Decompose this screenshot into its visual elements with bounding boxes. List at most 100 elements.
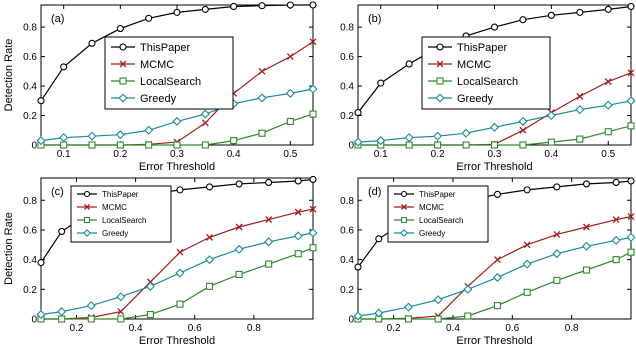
data-point [206,233,213,241]
data-point [88,39,96,47]
legend-swatch-marker [119,77,127,85]
data-point [57,307,67,317]
panel-label: (a) [51,13,64,25]
data-point [403,302,413,312]
data-point [627,122,635,130]
x-tick-label: 0.1 [374,149,388,160]
legend-swatch-marker [119,60,127,68]
legend-box [104,36,234,110]
y-tick-label: 0.6 [23,225,37,236]
data-point [294,177,302,185]
data-point [553,183,561,191]
data-point [353,311,363,321]
data-point [205,282,214,290]
data-point [627,69,635,77]
data-point [258,2,266,10]
x-tick-label: 0.4 [446,323,460,334]
data-point [375,235,383,243]
legend-label: MCMC [419,203,444,212]
chart-panel-c: 0.2 0.4 0.6 0.8 0 0.2 0.4 0.6 0.8 Error Threshold… [3,175,318,347]
legend-swatch-marker [118,93,128,103]
data-point [308,228,318,238]
data-point [86,301,96,311]
data-point [547,138,555,146]
chart-panel-a: 0.1 0.2 0.3 0.4 0.5 0 0.2 0.4 0.6 0.8 Error Thresh… [3,1,318,173]
data-point [309,38,317,46]
data-point [463,284,473,294]
data-point [553,276,561,284]
data-point [88,141,96,149]
data-point [612,256,620,264]
x-axis-label: Error Threshold [456,161,532,173]
x-tick-label: 0.2 [431,149,445,160]
series-localsearch [354,248,635,323]
data-point [258,67,266,75]
data-point [145,141,153,149]
data-point [201,141,209,149]
data-point [145,14,153,22]
data-point [433,295,443,305]
data-point [309,205,317,213]
legend-swatch-marker [436,77,444,85]
x-tick-label: 0.1 [57,149,71,160]
data-point [117,308,125,316]
x-axis-label: Error Threshold [139,335,215,347]
legend-label: ThisPaper [457,42,507,54]
data-point [200,109,210,119]
legend-label: MCMC [102,203,127,212]
data-point [294,208,302,216]
data-point [176,248,184,256]
data-point [582,266,591,274]
legend-label: ThisPaper [140,42,190,54]
data-point [627,177,635,185]
legend: ThisPaper MCMC LocalSearch Greedy [104,36,234,110]
y-tick-label: 0.6 [23,52,37,63]
data-point [293,231,303,241]
x-tick-label: 0.3 [488,149,502,160]
y-tick-label: 0 [348,315,354,326]
legend-swatch-marker [84,204,90,210]
series-localsearch [37,244,317,323]
data-point [286,1,294,9]
legend-swatch-marker [400,216,408,224]
legend-label: Greedy [102,229,128,238]
x-tick-label: 0.4 [544,149,558,160]
data-point [175,268,185,278]
data-point [519,141,527,149]
y-tick-label: 0 [31,141,37,152]
data-point [519,126,527,134]
data-point [58,227,66,235]
x-tick-label: 0.2 [387,323,401,334]
y-tick-label: 0.2 [340,111,354,122]
data-point [374,308,384,318]
data-point [627,2,635,11]
data-point [116,25,124,33]
data-point [205,183,214,191]
data-point [492,272,502,282]
y-tick-label: 0.8 [340,196,354,207]
data-point [60,141,68,149]
y-tick-label: 0.8 [340,23,354,34]
data-point [576,135,584,143]
y-tick-label: 0.4 [23,82,37,93]
legend: ThisPaper MCMC LocalSearch Greedy [387,185,489,243]
legend-swatch-marker [83,216,91,224]
data-point [354,263,362,271]
data-point [354,109,362,117]
series-greedy [353,232,636,321]
legend-swatch-marker [436,60,444,68]
data-point [37,259,45,267]
legend-swatch-marker [436,43,444,51]
legend-label: Greedy [457,93,494,105]
data-point [58,315,66,323]
data-point [235,180,243,188]
legend-swatch-marker [119,43,127,51]
data-point [404,315,412,323]
data-point [523,241,531,249]
data-point [519,16,527,24]
y-tick-label: 0.4 [23,255,37,266]
legend-label: ThisPaper [102,190,139,199]
legend-swatch-marker [400,190,408,198]
data-point [581,241,592,251]
data-point [434,141,442,149]
